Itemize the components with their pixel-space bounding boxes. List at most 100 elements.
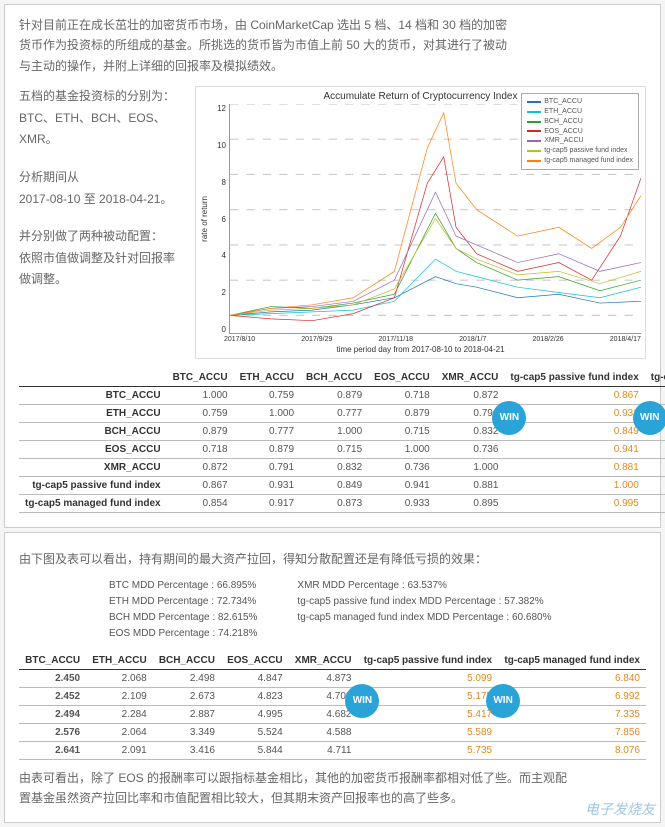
managed-cell: 6.992WIN [498, 687, 646, 705]
table-row: 2.4502.0682.4984.8474.8735.0996.840 [19, 669, 646, 687]
mdd-right-column: XMR MDD Percentage : 63.537%tg-cap5 pass… [297, 578, 551, 642]
legend-swatch [527, 101, 541, 103]
cell: 2.887 [153, 705, 221, 723]
cell: 0.715 [368, 423, 436, 441]
mdd-left-column: BTC MDD Percentage : 66.895%ETH MDD Perc… [109, 578, 257, 642]
cell: 0.933 [368, 495, 436, 513]
col-header: tg-cap5 passive fund index [504, 369, 644, 387]
page-2: 由下图及表可以看出，持有期间的最大资产拉回，得知分散配置还是有降低亏损的效果： … [4, 532, 661, 823]
legend-label: BTC_ACCU [544, 97, 582, 107]
cell: 0.849 [300, 477, 368, 495]
cell: 4.588 [289, 723, 358, 741]
col-header: tg-cap5 managed fund index [645, 369, 665, 387]
passive-cell: 0.995 [504, 495, 644, 513]
passive-cell: 5.417 [357, 705, 498, 723]
col-header: ETH_ACCU [86, 652, 153, 670]
legend-label: ETH_ACCU [544, 107, 582, 117]
cell: 0.879 [234, 441, 300, 459]
cell: 0.867 [167, 477, 234, 495]
table-row: EOS_ACCU0.7180.8790.7151.0000.7360.9410.… [19, 441, 665, 459]
cell: 0.791 [234, 459, 300, 477]
cell: 0.931 [234, 477, 300, 495]
x-tick: 2017/9/29 [301, 336, 332, 343]
mdd-item: XMR MDD Percentage : 63.537% [297, 578, 551, 594]
cell: 1.000 [300, 423, 368, 441]
cell: 0.777 [234, 423, 300, 441]
col-header: tg-cap5 passive fund index [357, 652, 498, 670]
managed-cell: 0.895 [645, 459, 665, 477]
mdd-item: BCH MDD Percentage : 82.615% [109, 610, 257, 626]
cell: 0.736 [368, 459, 436, 477]
cell: 2.109 [86, 687, 153, 705]
watermark: 电子发烧友 [585, 799, 655, 819]
managed-cell: 6.840 [498, 669, 646, 687]
legend-label: EOS_ACCU [544, 127, 583, 137]
table-row: tg-cap5 managed fund index0.8540.9170.87… [19, 495, 665, 513]
table-header-row: BTC_ACCUETH_ACCUBCH_ACCUEOS_ACCUXMR_ACCU… [19, 369, 665, 387]
x-tick: 2017/8/10 [224, 336, 255, 343]
legend-item: XMR_ACCU [527, 136, 633, 146]
cell: 0.854 [167, 495, 234, 513]
passive-cell: 0.941 [504, 441, 644, 459]
cell: 2.498 [153, 669, 221, 687]
table-row: XMR_ACCU0.8720.7910.8320.7361.0000.8810.… [19, 459, 665, 477]
col-header: EOS_ACCU [221, 652, 289, 670]
y-tick: 2 [211, 288, 226, 297]
cell: 2.673 [153, 687, 221, 705]
legend-swatch [527, 111, 541, 113]
row-label: XMR_ACCU [19, 459, 167, 477]
col-header: BCH_ACCU [153, 652, 221, 670]
managed-cell: 8.076 [498, 741, 646, 759]
y-tick: 6 [211, 215, 226, 224]
table-row: 2.4522.1092.6734.8234.7085.175WIN6.992WI… [19, 687, 646, 705]
row-label: EOS_ACCU [19, 441, 167, 459]
table-row: 2.4942.2842.8874.9954.6825.4177.335 [19, 705, 646, 723]
col-header: XMR_ACCU [436, 369, 505, 387]
col-header: BCH_ACCU [300, 369, 368, 387]
intro-block: 针对目前正在成长茁壮的加密货币市场，由 CoinMarketCap 选出 5 档… [19, 15, 646, 76]
x-tick: 2018/4/17 [610, 336, 641, 343]
returns-table: BTC_ACCUETH_ACCUBCH_ACCUEOS_ACCUXMR_ACCU… [19, 652, 646, 760]
y-tick: 10 [211, 141, 226, 150]
cell: 4.711 [289, 741, 358, 759]
y-tick: 8 [211, 178, 226, 187]
cell: 0.895 [436, 495, 505, 513]
mdd-item: EOS MDD Percentage : 74.218% [109, 626, 257, 642]
managed-cell: 0.995 [645, 477, 665, 495]
table-row: BCH_ACCU0.8790.7771.0000.7150.8320.8490.… [19, 423, 665, 441]
cell: 2.284 [86, 705, 153, 723]
row-label: tg-cap5 passive fund index [19, 477, 167, 495]
cell: 4.995 [221, 705, 289, 723]
cell: 0.917 [234, 495, 300, 513]
legend-item: EOS_ACCU [527, 127, 633, 137]
mdd-item: tg-cap5 managed fund index MDD Percentag… [297, 610, 551, 626]
cell: 0.718 [167, 441, 234, 459]
table-row: BTC_ACCU1.0000.7590.8790.7180.8720.8670.… [19, 387, 665, 405]
row-label: ETH_ACCU [19, 405, 167, 423]
col-header [19, 369, 167, 387]
table-row: 2.6412.0913.4165.8444.7115.7358.076 [19, 741, 646, 759]
row-label: BTC_ACCU [19, 387, 167, 405]
passive-cell: 0.849 [504, 423, 644, 441]
legend-label: tg-cap5 passive fund index [544, 146, 627, 156]
passive-cell: 5.735 [357, 741, 498, 759]
chart-x-axis: 2017/8/102017/9/292017/11/182018/1/72018… [224, 336, 641, 343]
managed-cell: 0.917WIN [645, 405, 665, 423]
cell: 2.450 [19, 669, 86, 687]
legend-swatch [527, 160, 541, 162]
cell: 2.494 [19, 705, 86, 723]
col-header: EOS_ACCU [368, 369, 436, 387]
passive-cell: 0.867 [504, 387, 644, 405]
passive-cell: 5.175WIN [357, 687, 498, 705]
col-header: XMR_ACCU [289, 652, 358, 670]
table-row: ETH_ACCU0.7591.0000.7770.8790.7910.931WI… [19, 405, 665, 423]
legend-swatch [527, 140, 541, 142]
page-1: 针对目前正在成长茁壮的加密货币市场，由 CoinMarketCap 选出 5 档… [4, 4, 661, 528]
cell: 0.759 [167, 405, 234, 423]
mdd-item: tg-cap5 passive fund index MDD Percentag… [297, 594, 551, 610]
side-notes: 五档的基金投资标的分别为： BTC、ETH、BCH、EOS、XMR。 分析期间从… [19, 86, 189, 359]
col-header: BTC_ACCU [19, 652, 86, 670]
passive-cell: 5.099 [357, 669, 498, 687]
col-header: BTC_ACCU [167, 369, 234, 387]
cell: 4.823 [221, 687, 289, 705]
